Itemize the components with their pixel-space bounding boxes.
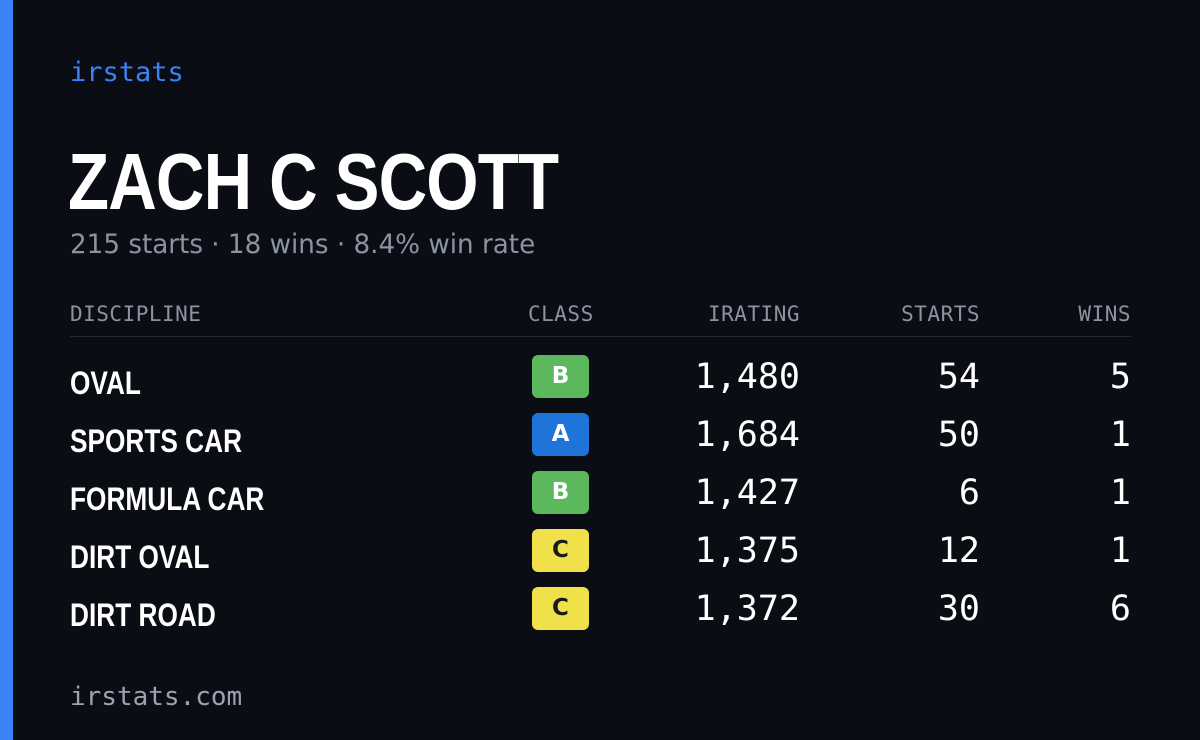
discipline-name: DIRT OVAL	[70, 539, 210, 575]
discipline-name: FORMULA CAR	[70, 481, 265, 517]
irating-value: 1,480	[694, 357, 800, 397]
discipline-name: OVAL	[70, 365, 141, 401]
wins-value: 1	[1109, 473, 1131, 513]
wins-value: 1	[1109, 531, 1131, 571]
brand-logo-text[interactable]: irstats	[70, 57, 184, 88]
class-badge: A	[532, 413, 589, 456]
starts-value: 54	[937, 357, 980, 397]
irating-value: 1,427	[694, 473, 800, 513]
wins-value: 5	[1109, 357, 1131, 397]
table-header: DISCIPLINE CLASS IRATING STARTS WINS	[70, 296, 1131, 337]
table-row: OVAL B 1,480 54 5	[70, 353, 1131, 411]
header-starts: STARTS	[901, 302, 980, 326]
irating-value: 1,684	[694, 415, 800, 455]
class-badge: C	[532, 529, 589, 572]
class-badge: B	[532, 471, 589, 514]
header-wins: WINS	[1078, 302, 1131, 326]
irating-value: 1,372	[694, 589, 800, 629]
discipline-name: SPORTS CAR	[70, 423, 243, 459]
discipline-table: DISCIPLINE CLASS IRATING STARTS WINS OVA…	[70, 296, 1131, 643]
driver-summary: 215 starts · 18 wins · 8.4% win rate	[70, 229, 536, 260]
table-row: SPORTS CAR A 1,684 50 1	[70, 411, 1131, 469]
table-row: DIRT ROAD C 1,372 30 6	[70, 585, 1131, 643]
table-row: FORMULA CAR B 1,427 6 1	[70, 469, 1131, 527]
wins-value: 1	[1109, 415, 1131, 455]
table-row: DIRT OVAL C 1,375 12 1	[70, 527, 1131, 585]
starts-value: 50	[937, 415, 980, 455]
header-class: CLASS	[528, 302, 594, 326]
starts-value: 30	[937, 589, 980, 629]
starts-value: 6	[958, 473, 980, 513]
footer-site-link[interactable]: irstats.com	[70, 682, 243, 712]
irating-value: 1,375	[694, 531, 800, 571]
accent-bar	[0, 0, 13, 740]
header-irating: IRATING	[707, 302, 800, 326]
class-badge: C	[532, 587, 589, 630]
discipline-name: DIRT ROAD	[70, 597, 216, 633]
driver-name: ZACH C SCOTT	[68, 137, 559, 226]
starts-value: 12	[937, 531, 980, 571]
header-discipline: DISCIPLINE	[70, 302, 202, 326]
wins-value: 6	[1109, 589, 1131, 629]
class-badge: B	[532, 355, 589, 398]
table-body: OVAL B 1,480 54 5 SPORTS CAR A 1,684 50 …	[70, 353, 1131, 643]
